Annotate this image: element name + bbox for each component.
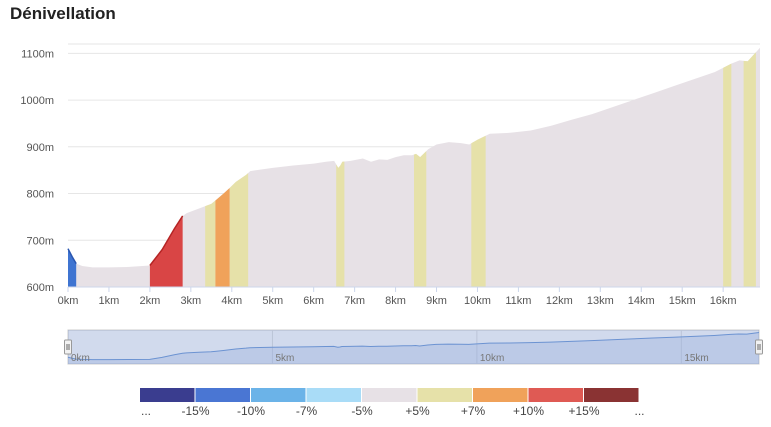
slope-segment[interactable] xyxy=(149,215,183,287)
x-tick-label: 1km xyxy=(99,295,120,307)
y-tick-label: 900m xyxy=(26,142,54,154)
y-axis: 600m 700m 800m 900m 1000m 1100m xyxy=(20,48,54,294)
y-tick-label: 700m xyxy=(26,235,54,247)
y-tick-label: 1000m xyxy=(20,95,54,107)
x-tick-label: 5km xyxy=(262,295,283,307)
page-title: Dénivellation xyxy=(10,4,116,23)
navigator-label: 15km xyxy=(684,353,708,364)
navigator-label: 10km xyxy=(480,353,504,364)
legend-swatch xyxy=(362,388,417,402)
x-tick-label: 7km xyxy=(344,295,365,307)
x-tick-label: 6km xyxy=(303,295,324,307)
slope-segment[interactable] xyxy=(723,63,732,287)
x-tick-label: 13km xyxy=(587,295,614,307)
x-tick-label: 10km xyxy=(464,295,491,307)
slope-legend: ... -15% -10% -7% -5% +5% +7% +10% +15%... xyxy=(140,388,645,418)
legend-label: +15% xyxy=(568,404,599,418)
x-tick-label: 3km xyxy=(180,295,201,307)
navigator-series-fill xyxy=(68,332,759,364)
slope-segment[interactable] xyxy=(743,52,756,287)
slope-segment[interactable] xyxy=(215,187,230,287)
x-tick-label: 15km xyxy=(669,295,696,307)
navigator-background xyxy=(67,329,760,365)
elevation-area[interactable] xyxy=(67,47,760,287)
x-tick-label: 16km xyxy=(710,295,737,307)
legend-label: +7% xyxy=(461,404,486,418)
x-tick-label: 2km xyxy=(140,295,161,307)
legend-swatch xyxy=(140,388,195,402)
x-tick-label: 8km xyxy=(385,295,406,307)
x-tick-label: 14km xyxy=(628,295,655,307)
legend-label: -5% xyxy=(351,404,373,418)
x-tick-label: 12km xyxy=(546,295,573,307)
slope-segment-edge xyxy=(149,215,184,266)
y-tick-label: 1100m xyxy=(21,48,54,60)
legend-swatch xyxy=(473,388,528,402)
slope-segment[interactable] xyxy=(229,172,249,287)
y-tick-label: 800m xyxy=(26,189,54,201)
slope-segment[interactable] xyxy=(68,248,77,287)
navigator-label: 0km xyxy=(71,353,90,364)
legend-label: +10% xyxy=(513,404,544,418)
legend-label: -10% xyxy=(237,404,265,418)
x-tick-label: 4km xyxy=(221,295,242,307)
legend-label: ... xyxy=(634,404,644,418)
slope-segment-edge xyxy=(67,248,77,265)
y-tick-label: 600m xyxy=(26,282,54,294)
range-navigator[interactable]: 0km 5km 10km 15km xyxy=(64,329,763,365)
slope-segment[interactable] xyxy=(471,135,486,287)
navigator-handle-left[interactable] xyxy=(64,339,72,355)
slope-segment[interactable] xyxy=(205,200,216,287)
legend-label: -15% xyxy=(181,404,209,418)
navigator-handle-right[interactable] xyxy=(755,339,763,355)
legend-swatch xyxy=(584,388,639,402)
legend-swatch xyxy=(195,388,250,402)
legend-swatch xyxy=(417,388,472,402)
x-tick-label: 0km xyxy=(58,295,79,307)
legend-swatch xyxy=(306,388,361,402)
x-tick-label: 9km xyxy=(426,295,447,307)
slope-segment[interactable] xyxy=(414,151,427,287)
navigator-label: 5km xyxy=(275,353,294,364)
legend-swatch xyxy=(251,388,306,402)
x-axis: 0km 1km 2km 3km 4km 5km 6km 7km 8km 9km 10km 11km 12… xyxy=(58,286,760,307)
x-tick-label: 11km xyxy=(505,295,531,307)
navigator-series-line xyxy=(67,331,760,361)
navigator-selection[interactable] xyxy=(68,330,759,364)
legend-label: ... xyxy=(141,404,151,418)
legend-label: +5% xyxy=(405,404,430,418)
legend-label: -7% xyxy=(296,404,318,418)
legend-swatch xyxy=(528,388,583,402)
slope-segment[interactable] xyxy=(336,161,345,287)
